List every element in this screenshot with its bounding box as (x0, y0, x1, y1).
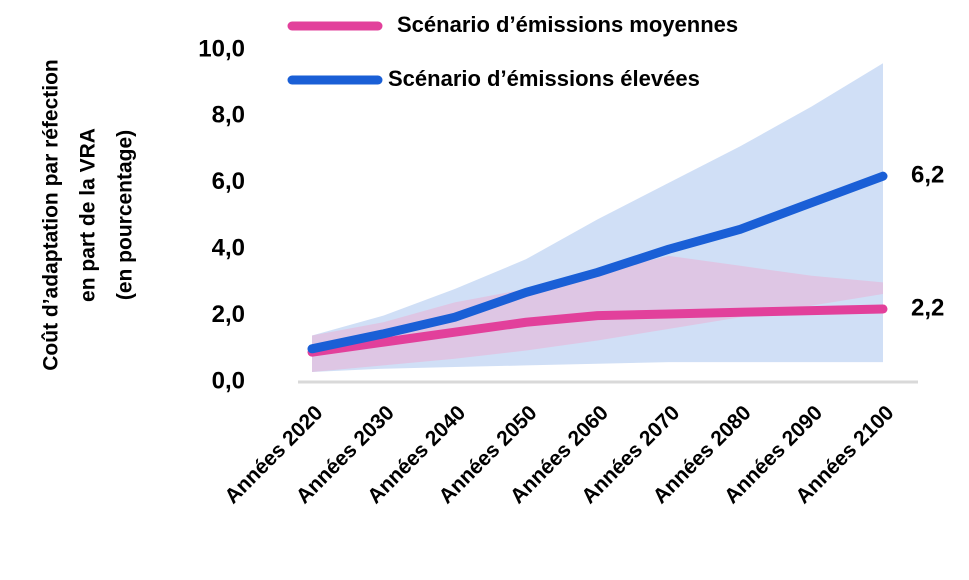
legend-label: Scénario d’émissions élevées (388, 66, 700, 91)
y-tick-label: 8,0 (212, 102, 245, 129)
y-tick-label: 4,0 (212, 235, 245, 262)
y-axis-title: (en pourcentage) (114, 130, 137, 300)
range-band (312, 63, 883, 373)
y-tick-label: 6,0 (212, 168, 245, 195)
y-tick-label: 2,0 (212, 301, 245, 328)
y-axis-title: en part de la VRA (77, 128, 100, 302)
data-label: 6,2 (911, 162, 944, 189)
series-line (307, 304, 888, 357)
y-tick-label: 0,0 (212, 367, 245, 394)
series-line (307, 171, 888, 354)
y-tick-label: 10,0 (198, 35, 245, 62)
y-axis-title: Coût d’adaptation par réfection (40, 59, 63, 371)
data-label: 2,2 (911, 294, 944, 321)
legend-label: Scénario d’émissions moyennes (397, 12, 738, 37)
